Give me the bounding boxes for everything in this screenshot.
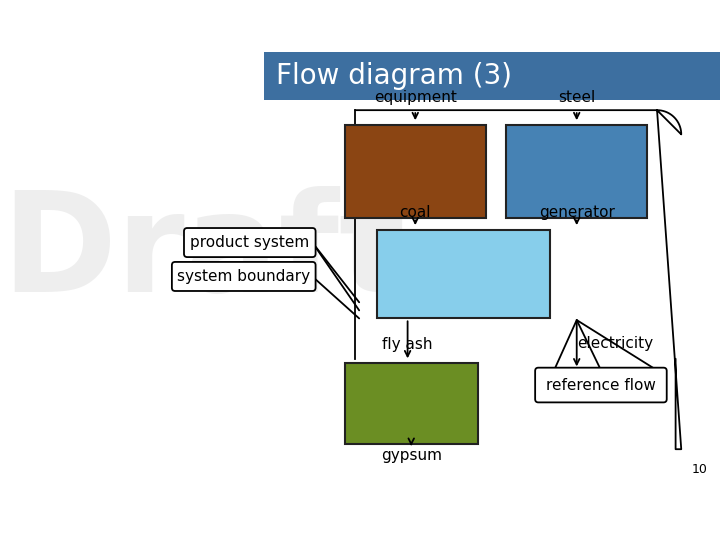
Text: coal: coal: [400, 205, 431, 220]
FancyBboxPatch shape: [535, 368, 667, 402]
Bar: [506, 125, 647, 218]
Bar: [345, 125, 486, 218]
FancyBboxPatch shape: [184, 228, 315, 257]
Bar: [264, 52, 720, 100]
Text: generator: generator: [539, 205, 615, 220]
Text: Flow diagram (3): Flow diagram (3): [276, 62, 512, 90]
Text: gypsum: gypsum: [381, 448, 442, 463]
Text: system boundary: system boundary: [177, 269, 310, 284]
Text: equipment: equipment: [374, 90, 456, 105]
FancyBboxPatch shape: [172, 262, 315, 291]
Text: Draft: Draft: [1, 186, 405, 321]
Text: electricity: electricity: [577, 336, 653, 351]
Bar: [345, 363, 478, 443]
Text: fly ash: fly ash: [382, 337, 433, 352]
Text: 10: 10: [692, 463, 708, 476]
Text: product system: product system: [190, 235, 310, 250]
Text: reference flow: reference flow: [546, 377, 656, 393]
Bar: [377, 230, 551, 319]
Text: steel: steel: [558, 90, 595, 105]
